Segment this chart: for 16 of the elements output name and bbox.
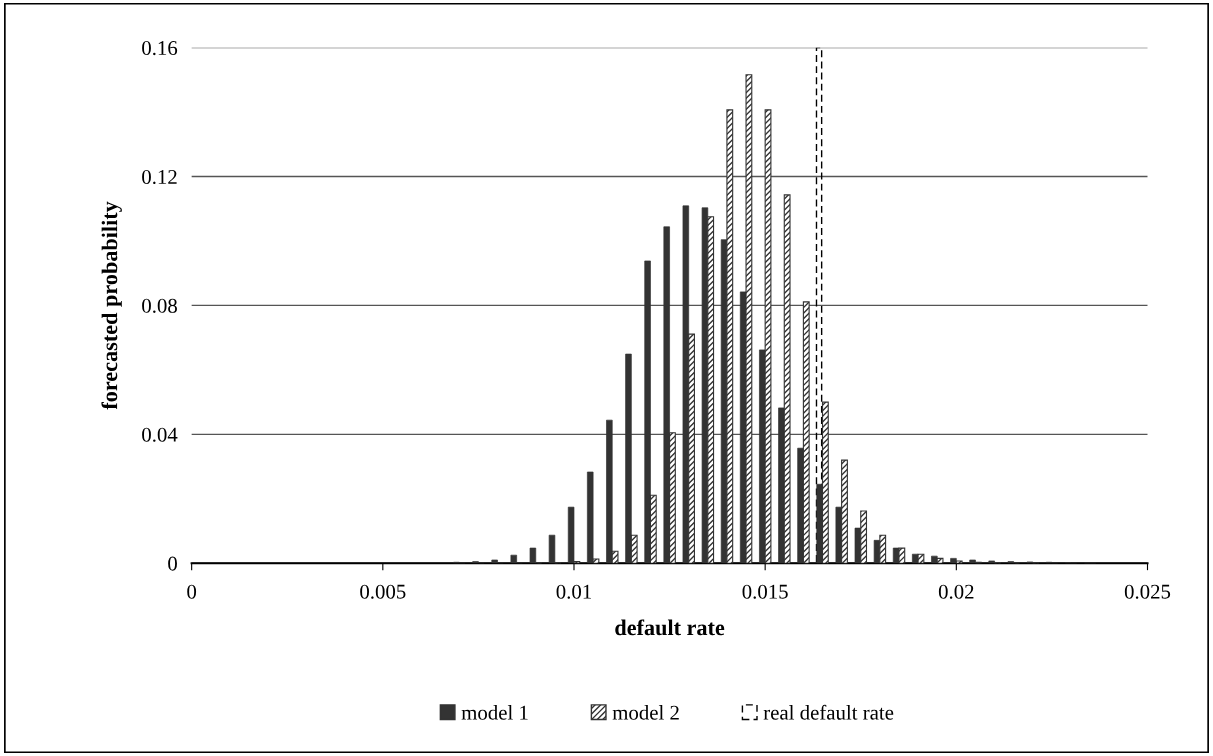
- x-tick-label: 0.02: [938, 584, 974, 599]
- y-tick-label: 0.12: [142, 169, 177, 185]
- y-axis-title: forecasted probability: [101, 201, 122, 410]
- x-tick-label: 0.015: [742, 584, 788, 599]
- x-tick-label: 0.025: [1124, 584, 1171, 599]
- x-tick-label: 0.005: [360, 584, 406, 599]
- y-tick-label: 0.08: [142, 298, 177, 313]
- x-tick-label: 0: [187, 584, 197, 599]
- y-tick-label: 0.16: [142, 41, 178, 56]
- x-axis-title: default rate: [615, 619, 725, 636]
- y-tick-label: 0: [168, 556, 177, 571]
- legend-label: model 1: [461, 705, 528, 720]
- legend-label: model 2: [612, 705, 679, 720]
- y-tick-label: 0.04: [142, 427, 178, 442]
- x-tick-label: 0.01: [556, 584, 591, 599]
- legend-label: real default rate: [763, 704, 894, 720]
